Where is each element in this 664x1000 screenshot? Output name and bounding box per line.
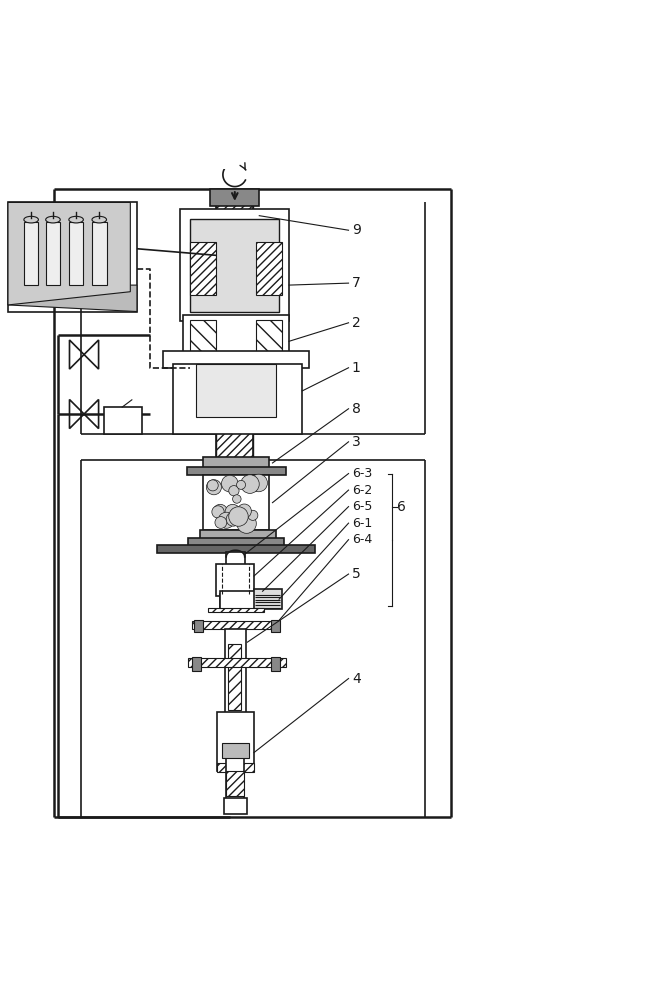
Bar bbox=[192, 657, 201, 671]
Text: 6-5: 6-5 bbox=[352, 500, 373, 513]
Bar bbox=[220, 591, 256, 609]
Text: 1: 1 bbox=[352, 361, 361, 375]
Ellipse shape bbox=[92, 216, 106, 223]
Bar bbox=[203, 475, 269, 530]
Bar bbox=[163, 351, 309, 368]
Circle shape bbox=[213, 504, 227, 518]
Text: 4: 4 bbox=[352, 672, 361, 686]
Bar bbox=[226, 771, 244, 796]
Bar bbox=[190, 219, 279, 312]
Bar bbox=[24, 222, 39, 285]
Circle shape bbox=[207, 480, 218, 491]
Circle shape bbox=[207, 480, 222, 495]
Text: 6-2: 6-2 bbox=[352, 484, 372, 497]
Bar bbox=[271, 657, 280, 671]
Bar bbox=[210, 189, 259, 206]
Circle shape bbox=[250, 474, 268, 492]
Bar bbox=[226, 552, 245, 566]
Polygon shape bbox=[8, 285, 137, 312]
Bar bbox=[222, 743, 250, 758]
Bar bbox=[200, 530, 276, 540]
Circle shape bbox=[248, 510, 258, 520]
Polygon shape bbox=[84, 340, 98, 369]
Bar bbox=[157, 545, 315, 553]
Bar bbox=[173, 364, 302, 434]
Circle shape bbox=[237, 514, 256, 533]
Circle shape bbox=[237, 504, 252, 518]
Bar bbox=[216, 564, 254, 596]
Circle shape bbox=[212, 506, 224, 518]
Bar bbox=[188, 538, 284, 546]
Bar bbox=[69, 222, 84, 285]
Bar bbox=[225, 629, 246, 715]
Bar bbox=[226, 756, 244, 801]
Bar bbox=[256, 320, 282, 352]
Circle shape bbox=[236, 480, 246, 489]
Text: 3: 3 bbox=[352, 435, 361, 449]
Text: 6-4: 6-4 bbox=[352, 533, 372, 546]
Bar bbox=[216, 189, 253, 474]
Ellipse shape bbox=[46, 216, 60, 223]
Text: 9: 9 bbox=[352, 223, 361, 237]
Bar bbox=[188, 658, 286, 667]
Circle shape bbox=[215, 517, 226, 528]
Bar bbox=[217, 712, 254, 771]
Bar bbox=[190, 320, 216, 352]
Text: 6: 6 bbox=[397, 500, 406, 514]
Polygon shape bbox=[84, 399, 98, 429]
Bar bbox=[203, 457, 269, 469]
Bar bbox=[217, 763, 254, 772]
Polygon shape bbox=[8, 202, 130, 305]
Circle shape bbox=[222, 475, 238, 492]
Bar bbox=[187, 467, 286, 475]
Bar bbox=[271, 620, 280, 632]
Bar bbox=[92, 222, 106, 285]
Bar bbox=[224, 798, 248, 814]
Bar bbox=[104, 407, 142, 434]
Circle shape bbox=[240, 475, 259, 493]
Bar bbox=[192, 621, 279, 629]
Circle shape bbox=[237, 513, 246, 521]
Circle shape bbox=[229, 486, 239, 496]
Bar bbox=[197, 364, 276, 417]
Bar bbox=[190, 242, 216, 295]
Ellipse shape bbox=[69, 216, 84, 223]
Text: 8: 8 bbox=[352, 402, 361, 416]
Text: 5: 5 bbox=[352, 567, 361, 581]
Text: 7: 7 bbox=[352, 276, 361, 290]
Bar bbox=[254, 589, 282, 609]
Bar bbox=[183, 315, 289, 355]
Ellipse shape bbox=[24, 216, 39, 223]
Bar bbox=[220, 594, 259, 607]
Bar bbox=[228, 644, 242, 710]
Bar bbox=[8, 202, 137, 312]
Polygon shape bbox=[70, 340, 84, 369]
Bar bbox=[195, 620, 203, 632]
Bar bbox=[180, 209, 289, 321]
Polygon shape bbox=[70, 399, 84, 429]
Circle shape bbox=[218, 512, 234, 528]
Circle shape bbox=[226, 512, 240, 526]
Circle shape bbox=[232, 495, 241, 503]
Text: 6-3: 6-3 bbox=[352, 467, 372, 480]
Text: 6-1: 6-1 bbox=[352, 517, 372, 530]
Circle shape bbox=[225, 504, 240, 520]
Text: 2: 2 bbox=[352, 316, 361, 330]
Circle shape bbox=[236, 513, 246, 523]
Bar bbox=[46, 222, 60, 285]
Bar bbox=[208, 608, 264, 612]
Circle shape bbox=[228, 507, 248, 526]
Bar bbox=[256, 242, 282, 295]
